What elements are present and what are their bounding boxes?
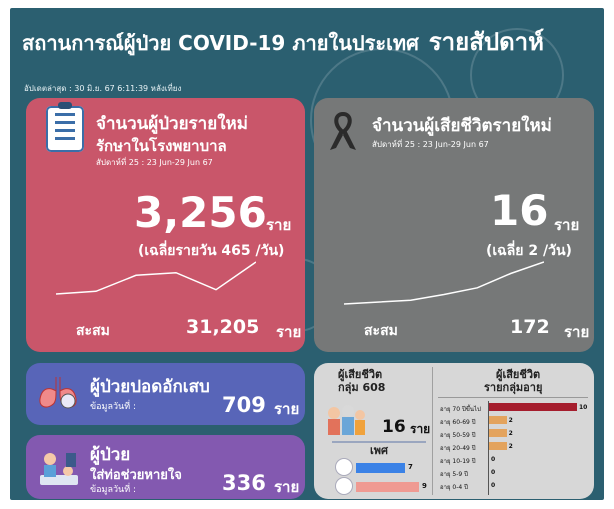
pneumonia-value: 709: [222, 393, 266, 417]
deaths-title: จำนวนผู้เสียชีวิตรายใหม่: [372, 116, 552, 136]
age-label: อายุ 70 ปีขึ้นไป: [440, 406, 481, 413]
age-bar: [489, 416, 507, 424]
age-label: อายุ 50-59 ปี: [440, 432, 476, 439]
deaths-value: 16: [490, 186, 549, 235]
ventilator-subtitle: ใส่ท่อช่วยหายใจ: [90, 468, 182, 483]
group608-title: ผู้เสียชีวิต: [338, 368, 383, 381]
group608-value: 16: [382, 417, 406, 437]
pneumonia-card: ผู้ป่วยปอดอักเสบ ข้อมูลวันที่ : 709 ราย: [26, 363, 305, 425]
age-title: ผู้เสียชีวิต: [496, 368, 541, 381]
deaths-week: สัปดาห์ที่ 25 : 23 Jun-29 Jun 67: [372, 140, 489, 149]
age-value: 0: [491, 469, 496, 476]
ventilator-card: ผู้ป่วย ใส่ท่อช่วยหายใจ ข้อมูลวันที่ : 3…: [26, 435, 305, 499]
deaths-trend: [344, 261, 544, 305]
age-label: อายุ 60-69 ปี: [440, 419, 476, 426]
last-updated: อัปเดตล่าสุด : 30 มิ.ย. 67 6:11:39 หลังเ…: [24, 84, 182, 93]
female-icon: [336, 478, 352, 494]
male-icon: [336, 459, 352, 475]
new-cases-week: สัปดาห์ที่ 25 : 23 Jun-29 Jun 67: [96, 158, 213, 167]
group608-unit: ราย: [410, 422, 431, 436]
deaths-card: จำนวนผู้เสียชีวิตรายใหม่ สัปดาห์ที่ 25 :…: [314, 98, 594, 352]
new-cases-title: จำนวนผู้ป่วยรายใหม่: [96, 114, 248, 134]
female-bar: [356, 482, 419, 492]
age-value: 2: [508, 417, 513, 424]
group608-card: ผู้เสียชีวิต กลุ่ม 608 16 ราย เพศ 7 9 ผู…: [314, 363, 594, 499]
ventilator-note: ข้อมูลวันที่ :: [90, 485, 137, 495]
dashboard-frame: สถานการณ์ผู้ป่วย COVID-19 ภายในประเทศ ราย…: [10, 8, 604, 500]
new-cases-card: จำนวนผู้ป่วยรายใหม่ รักษาในโรงพยาบาล สัป…: [26, 98, 305, 352]
new-cases-avg: (เฉลี่ยรายวัน 465 /วัน): [138, 243, 285, 259]
new-cases-value: 3,256: [134, 188, 267, 237]
age-bar: [489, 442, 507, 450]
male-value: 7: [408, 463, 413, 471]
new-cases-cum-unit: ราย: [276, 323, 302, 341]
page-title: สถานการณ์ผู้ป่วย COVID-19 ภายในประเทศ ราย…: [22, 22, 544, 61]
group608-subtitle: กลุ่ม 608: [338, 381, 386, 394]
deaths-unit: ราย: [554, 216, 580, 234]
new-cases-trend: [56, 261, 256, 295]
ventilator-unit: ราย: [274, 478, 300, 496]
age-label: อายุ 20-49 ปี: [440, 445, 476, 452]
deaths-cum-label: สะสม: [364, 323, 398, 339]
deaths-cum-unit: ราย: [564, 323, 590, 341]
new-cases-unit: ราย: [266, 216, 292, 234]
doctor-icon: [40, 453, 78, 485]
ventilator-title: ผู้ป่วย: [90, 445, 131, 465]
age-value: 2: [508, 430, 513, 437]
deaths-cum-value: 172: [510, 316, 550, 338]
age-value: 2: [508, 443, 513, 450]
age-subtitle: รายกลุ่มอายุ: [484, 381, 543, 394]
new-cases-cum-label: สะสม: [76, 323, 110, 339]
pneumonia-unit: ราย: [274, 400, 300, 418]
age-bar: [489, 403, 577, 411]
new-cases-cum-value: 31,205: [186, 316, 260, 338]
age-divider: [438, 397, 588, 398]
divider: [332, 441, 426, 443]
pneumonia-title: ผู้ป่วยปอดอักเสบ: [90, 377, 210, 397]
deaths-avg: (เฉลี่ย 2 /วัน): [486, 243, 572, 259]
page-title-text: สถานการณ์ผู้ป่วย COVID-19 ภายในประเทศ: [22, 31, 419, 55]
age-axis: [488, 401, 489, 495]
sex-title: เพศ: [370, 444, 388, 457]
age-value: 0: [491, 482, 496, 489]
female-value: 9: [422, 482, 427, 490]
period-label: รายสัปดาห์: [428, 28, 544, 56]
column-divider: [432, 367, 433, 495]
ventilator-value: 336: [222, 471, 266, 495]
age-label: อายุ 0-4 ปี: [440, 484, 468, 491]
pneumonia-note: ข้อมูลวันที่ :: [90, 402, 137, 412]
new-cases-subtitle: รักษาในโรงพยาบาล: [96, 137, 227, 155]
age-label: อายุ 5-9 ปี: [440, 471, 468, 478]
age-bar: [489, 429, 507, 437]
ribbon-icon: [330, 111, 356, 150]
age-value: 0: [491, 456, 496, 463]
age-label: อายุ 10-19 ปี: [440, 458, 476, 465]
clipboard-icon: [46, 102, 84, 152]
elderly-group-icon: [328, 405, 365, 435]
lungs-icon: [39, 377, 77, 409]
male-bar: [356, 463, 405, 473]
age-value: 10: [579, 404, 588, 411]
